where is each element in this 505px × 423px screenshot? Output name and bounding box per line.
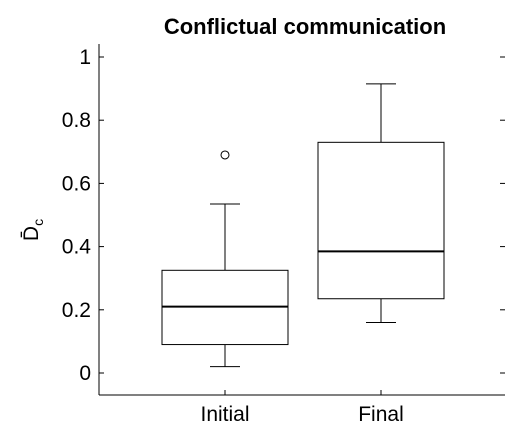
outlier-point <box>220 150 230 160</box>
y-tick-label: 0.4 <box>62 236 92 259</box>
chart-title: Conflictual communication <box>164 14 446 39</box>
y-tick-label: 0.6 <box>62 172 91 195</box>
y-axis-label: D̄c <box>20 219 46 241</box>
y-tick-label: 0 <box>79 362 91 385</box>
y-axis-label-main: D̄ <box>20 226 43 241</box>
x-tick-label: Initial <box>200 403 249 423</box>
x-tick-label: Final <box>358 403 404 423</box>
y-tick-label: 0.8 <box>62 109 91 132</box>
y-tick-label: 1 <box>79 46 91 69</box>
box-iqr <box>317 141 445 300</box>
plot-area: 0 0.2 0.4 0.6 0.8 1 Initial Final <box>62 44 505 423</box>
y-tick-label: 0.2 <box>62 299 91 322</box>
y-axis-label-subscript: c <box>30 219 46 226</box>
